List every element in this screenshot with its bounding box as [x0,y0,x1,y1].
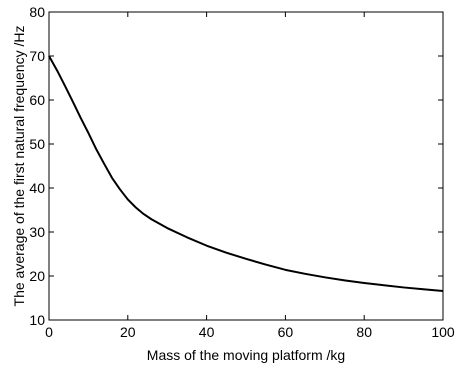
x-axis-title: Mass of the moving platform /kg [147,347,345,363]
x-tick-label: 0 [45,324,53,340]
y-tick-label: 60 [29,92,45,108]
y-tick-label: 10 [29,312,45,328]
y-tick-label: 70 [29,48,45,64]
y-tick-label: 20 [29,268,45,284]
y-tick-label: 80 [29,4,45,20]
x-tick-label: 60 [278,324,294,340]
x-tick-label: 80 [356,324,372,340]
x-tick-label: 20 [120,324,136,340]
y-axis-title: The average of the first natural frequen… [11,26,27,307]
series-line [48,55,444,292]
x-tick-label: 40 [199,324,215,340]
y-tick-label: 30 [29,224,45,240]
plot-frame [48,11,444,321]
x-tick-label: 100 [431,324,455,340]
y-tick-label: 40 [29,180,45,196]
y-tick-label: 50 [29,136,45,152]
plot-area: 0 20 40 60 80 100 10 20 30 40 50 60 70 80 [29,4,454,340]
